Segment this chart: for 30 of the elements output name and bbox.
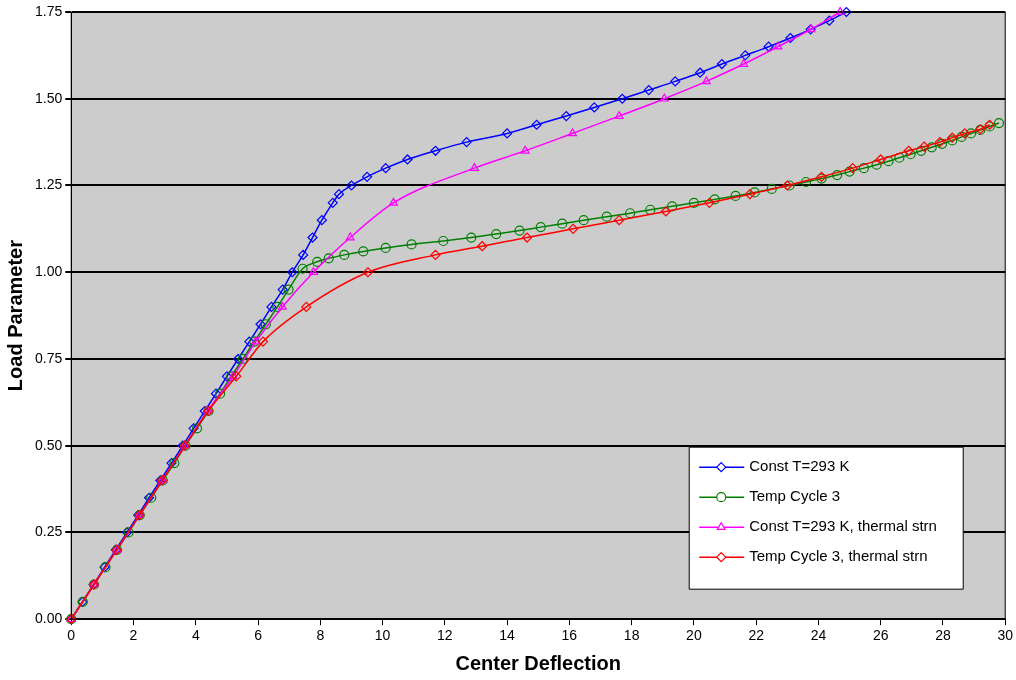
x-tick-label: 14 [499, 627, 516, 644]
x-tick-label: 4 [191, 627, 200, 644]
y-tick-label: 1.75 [35, 2, 63, 19]
legend-label: Const T=293 K [749, 457, 850, 475]
legend-label: Temp Cycle 3, thermal strn [749, 547, 928, 565]
legend-label: Const T=293 K, thermal strn [749, 517, 937, 535]
y-tick-label: 0.50 [35, 436, 63, 453]
y-tick-label: 1.25 [35, 176, 63, 193]
x-tick-label: 20 [686, 627, 702, 644]
x-axis-title: Center Deflection [455, 651, 622, 674]
x-tick-label: 12 [437, 627, 453, 644]
y-tick-label: 1.50 [35, 89, 63, 106]
x-tick-label: 0 [67, 627, 76, 644]
x-tick-label: 6 [254, 627, 263, 644]
y-tick-label: 1.00 [35, 263, 63, 280]
x-tick-label: 8 [316, 627, 325, 644]
y-tick-label: 0.25 [35, 523, 63, 540]
x-tick-label: 28 [935, 627, 951, 644]
x-tick-label: 24 [810, 627, 827, 644]
x-tick-label: 16 [561, 627, 578, 644]
y-tick-label: 0.00 [35, 610, 63, 627]
x-tick-label: 22 [748, 627, 765, 644]
y-axis-title: Load Parameter [3, 239, 26, 392]
x-tick-label: 2 [129, 627, 138, 644]
y-tick-label: 0.75 [35, 349, 63, 366]
x-tick-label: 10 [374, 627, 391, 644]
x-tick-label: 26 [872, 627, 889, 644]
x-tick-label: 18 [623, 627, 640, 644]
legend-label: Temp Cycle 3 [749, 487, 841, 505]
x-tick-label: 30 [997, 627, 1014, 644]
